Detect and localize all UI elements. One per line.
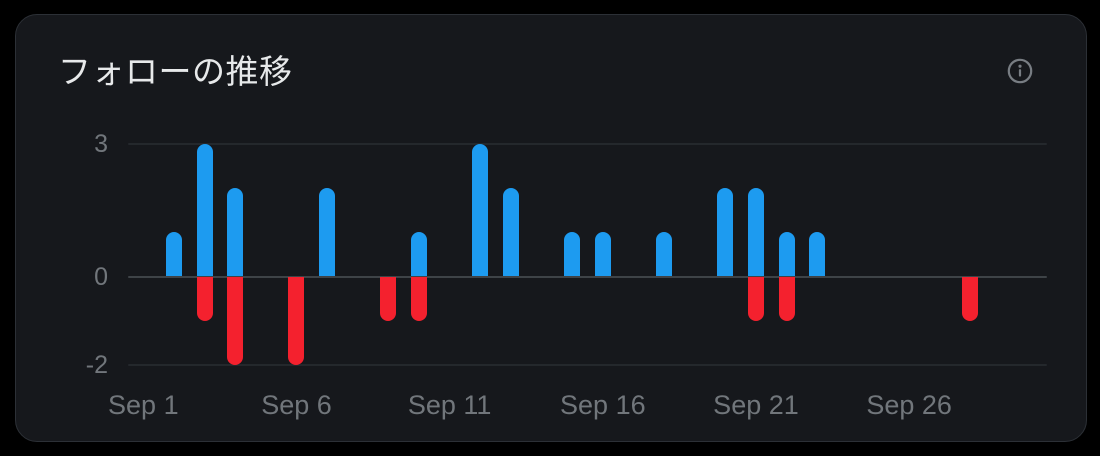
- bar-positive-sep-13[interactable]: [502, 187, 519, 277]
- bar-positive-sep-16[interactable]: [594, 232, 611, 277]
- bar-positive-sep-23[interactable]: [809, 232, 826, 277]
- bar-negative-sep-4[interactable]: [227, 276, 244, 366]
- x-tick-label-sep-1: Sep 1: [108, 390, 179, 420]
- gridline-y-3: [128, 142, 1047, 145]
- bar-negative-sep-6[interactable]: [288, 276, 305, 366]
- y-tick-label-3: 3: [94, 129, 108, 158]
- bar-positive-sep-21[interactable]: [747, 187, 764, 277]
- bar-positive-sep-15[interactable]: [564, 232, 581, 277]
- bar-negative-sep-21[interactable]: [747, 276, 764, 321]
- bar-negative-sep-10[interactable]: [411, 276, 428, 321]
- bar-negative-sep-3[interactable]: [196, 276, 213, 321]
- y-tick-label--2: -2: [85, 351, 108, 380]
- x-tick-label-sep-6: Sep 6: [261, 390, 332, 420]
- x-tick-label-sep-21: Sep 21: [713, 390, 799, 420]
- chart-title: フォローの推移: [58, 53, 293, 90]
- bar-positive-sep-10[interactable]: [411, 232, 428, 277]
- follower-bar-chart-plot-area: 3 0 -2 Sep 1 Sep 6 Sep 11 Sep 16 Sep 21 Sep 26: [16, 15, 1086, 441]
- info-button[interactable]: [1004, 55, 1036, 87]
- x-tick-label-sep-11: Sep 11: [407, 390, 492, 420]
- bar-negative-sep-9[interactable]: [380, 276, 397, 321]
- gridline-y--2: [128, 364, 1047, 367]
- x-tick-label-sep-16: Sep 16: [560, 390, 646, 420]
- follower-trend-card: フォローの推移 3 0 -2 Sep 1 Sep 6 Sep 11 Sep 16 Sep 21…: [15, 14, 1087, 442]
- bar-negative-sep-22[interactable]: [778, 276, 795, 321]
- bar-positive-sep-12[interactable]: [472, 143, 489, 277]
- bar-positive-sep-7[interactable]: [319, 187, 336, 277]
- bar-positive-sep-2[interactable]: [165, 232, 182, 277]
- bar-positive-sep-22[interactable]: [778, 232, 795, 277]
- bar-positive-sep-20[interactable]: [717, 187, 734, 277]
- x-tick-label-sep-26: Sep 26: [866, 390, 952, 420]
- y-tick-label-0: 0: [94, 262, 108, 291]
- info-icon: [1006, 57, 1034, 85]
- bar-positive-sep-18[interactable]: [656, 232, 673, 277]
- bar-positive-sep-4[interactable]: [227, 187, 244, 277]
- gridline-y-0: [128, 275, 1047, 278]
- bar-negative-sep-28[interactable]: [962, 276, 979, 321]
- bar-positive-sep-3[interactable]: [196, 143, 213, 277]
